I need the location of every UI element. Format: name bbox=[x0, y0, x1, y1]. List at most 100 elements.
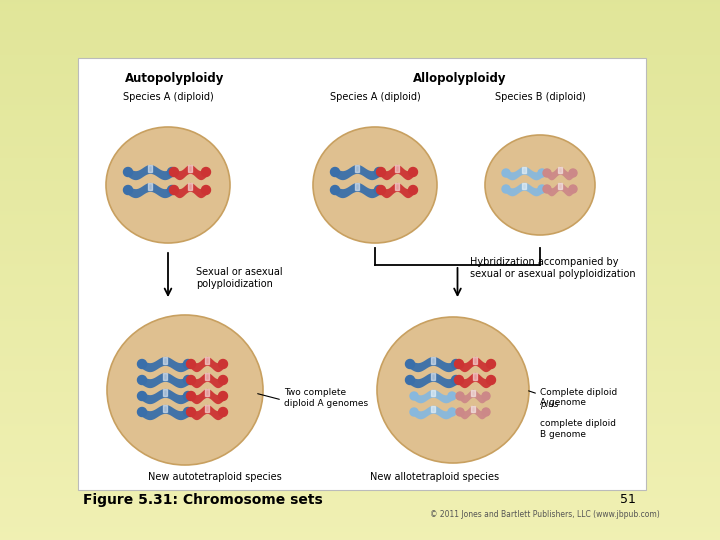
Bar bbox=[0, 310, 720, 312]
Bar bbox=[0, 9, 720, 11]
Circle shape bbox=[184, 408, 192, 416]
Circle shape bbox=[202, 186, 210, 194]
Bar bbox=[0, 126, 720, 129]
Bar bbox=[0, 12, 720, 15]
Bar bbox=[0, 146, 720, 147]
Bar bbox=[0, 15, 720, 17]
Bar bbox=[0, 103, 720, 105]
Circle shape bbox=[218, 360, 228, 368]
Bar bbox=[0, 390, 720, 393]
Bar bbox=[0, 61, 720, 63]
Bar bbox=[0, 445, 720, 447]
Bar bbox=[0, 266, 720, 268]
Text: plus: plus bbox=[540, 400, 559, 409]
Bar bbox=[522, 183, 526, 189]
Bar bbox=[0, 200, 720, 202]
Bar bbox=[0, 65, 720, 68]
Bar bbox=[0, 93, 720, 95]
Bar bbox=[0, 181, 720, 184]
Bar bbox=[0, 224, 720, 226]
Bar bbox=[0, 447, 720, 449]
Bar bbox=[0, 287, 720, 289]
Bar bbox=[0, 372, 720, 373]
Circle shape bbox=[138, 408, 146, 416]
Bar bbox=[0, 184, 720, 186]
Bar bbox=[0, 382, 720, 384]
Circle shape bbox=[218, 375, 228, 384]
Bar bbox=[0, 481, 720, 483]
Ellipse shape bbox=[377, 317, 529, 463]
Bar bbox=[355, 165, 359, 172]
Bar bbox=[0, 154, 720, 156]
Bar bbox=[0, 33, 720, 36]
Bar bbox=[0, 4, 720, 6]
Bar bbox=[0, 114, 720, 116]
Bar bbox=[0, 89, 720, 91]
Bar bbox=[0, 129, 720, 131]
Bar bbox=[0, 274, 720, 276]
Bar bbox=[0, 242, 720, 245]
Bar bbox=[0, 475, 720, 477]
Bar bbox=[0, 306, 720, 308]
Bar bbox=[0, 468, 720, 470]
Bar bbox=[188, 184, 192, 191]
Bar bbox=[0, 470, 720, 472]
Circle shape bbox=[408, 186, 418, 194]
Bar bbox=[0, 55, 720, 57]
Bar bbox=[0, 91, 720, 93]
Bar bbox=[0, 438, 720, 441]
Bar bbox=[0, 479, 720, 481]
Bar bbox=[0, 107, 720, 110]
Bar bbox=[0, 279, 720, 281]
Bar bbox=[0, 426, 720, 428]
Bar bbox=[0, 70, 720, 72]
Bar bbox=[0, 192, 720, 194]
Bar bbox=[0, 19, 720, 21]
Bar bbox=[0, 393, 720, 394]
Bar bbox=[0, 338, 720, 340]
Bar bbox=[0, 437, 720, 438]
Bar bbox=[0, 264, 720, 266]
Circle shape bbox=[184, 375, 192, 384]
Text: Autopolyploidy: Autopolyploidy bbox=[125, 72, 225, 85]
Bar bbox=[0, 312, 720, 314]
Bar bbox=[0, 485, 720, 487]
Bar bbox=[0, 523, 720, 525]
Bar bbox=[0, 394, 720, 396]
Bar bbox=[205, 406, 210, 413]
Bar bbox=[0, 40, 720, 42]
Bar bbox=[0, 384, 720, 386]
Bar bbox=[0, 30, 720, 32]
Bar bbox=[0, 377, 720, 380]
Bar bbox=[0, 23, 720, 25]
Bar bbox=[522, 167, 526, 173]
Bar bbox=[0, 491, 720, 494]
Bar bbox=[0, 375, 720, 377]
Bar bbox=[0, 504, 720, 507]
Bar bbox=[473, 373, 477, 380]
Bar bbox=[0, 124, 720, 126]
Bar bbox=[0, 217, 720, 219]
Circle shape bbox=[168, 167, 176, 177]
Bar bbox=[0, 21, 720, 23]
Circle shape bbox=[186, 360, 196, 368]
Text: New autotetraploid species: New autotetraploid species bbox=[148, 472, 282, 482]
Bar bbox=[205, 373, 210, 380]
Circle shape bbox=[487, 360, 495, 368]
Bar bbox=[0, 139, 720, 141]
Bar bbox=[471, 406, 475, 412]
Bar bbox=[0, 6, 720, 9]
Text: Two complete
diploid A genomes: Two complete diploid A genomes bbox=[284, 388, 368, 408]
Text: Hybridization accompanied by
sexual or asexual polyploidization: Hybridization accompanied by sexual or a… bbox=[470, 257, 636, 279]
Circle shape bbox=[410, 408, 418, 416]
Bar bbox=[0, 515, 720, 517]
Bar bbox=[0, 221, 720, 224]
Circle shape bbox=[169, 186, 179, 194]
Bar bbox=[0, 194, 720, 196]
Bar bbox=[0, 528, 720, 529]
Bar bbox=[0, 327, 720, 329]
Bar bbox=[0, 147, 720, 150]
Circle shape bbox=[186, 375, 196, 384]
Circle shape bbox=[569, 169, 577, 177]
Bar bbox=[0, 529, 720, 531]
